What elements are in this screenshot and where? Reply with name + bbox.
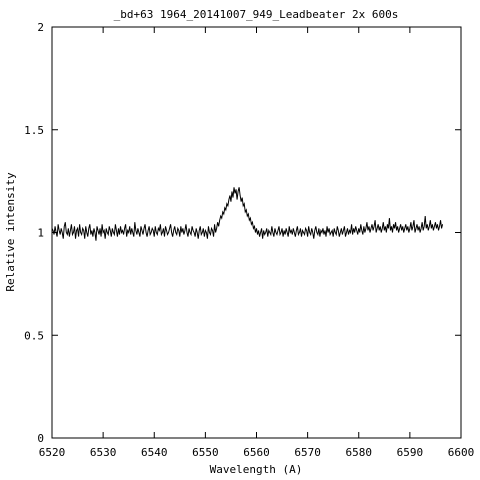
- chart-title: _bd+63 1964_20141007_949_Leadbeater 2x 6…: [114, 8, 399, 21]
- y-tick-label: 1: [37, 227, 44, 240]
- y-axis: 0 0.5 1 1.5 2: [24, 21, 461, 445]
- y-tick-label: 2: [37, 21, 44, 34]
- x-axis-label: Wavelength (A): [210, 463, 303, 476]
- x-tick-label: 6600: [448, 446, 475, 459]
- x-tick-label: 6520: [39, 446, 66, 459]
- x-tick-label: 6540: [141, 446, 168, 459]
- x-tick-label: 6530: [90, 446, 117, 459]
- y-tick-label: 0.5: [24, 329, 44, 342]
- x-axis: 6520 6530 6540 6550 6560 6570 6580 6590 6600: [39, 27, 475, 459]
- x-tick-label: 6570: [294, 446, 321, 459]
- y-tick-label: 0: [37, 432, 44, 445]
- y-tick-label: 1.5: [24, 124, 44, 137]
- x-tick-label: 6580: [346, 446, 373, 459]
- x-tick-label: 6590: [397, 446, 424, 459]
- y-axis-label: Relative intensity: [4, 172, 17, 292]
- x-tick-label: 6560: [243, 446, 270, 459]
- x-tick-label: 6550: [192, 446, 219, 459]
- spectrum-line: [51, 187, 444, 241]
